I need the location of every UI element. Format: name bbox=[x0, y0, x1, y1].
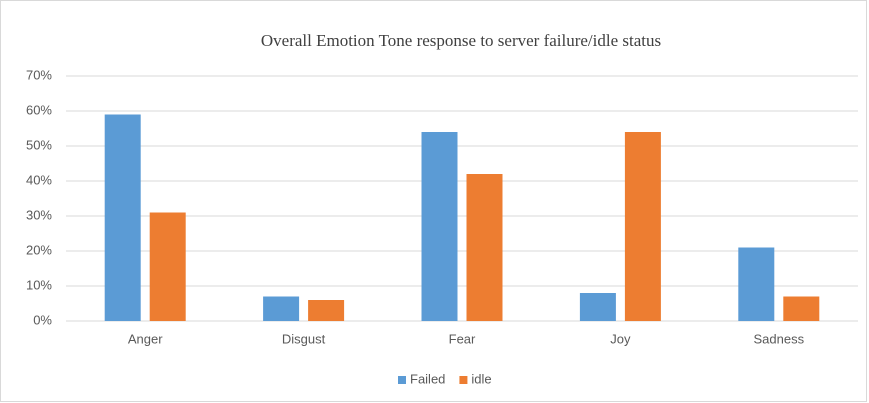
bar bbox=[421, 132, 458, 321]
legend-swatch bbox=[459, 376, 468, 384]
y-tick-label: 70% bbox=[26, 67, 52, 82]
bar bbox=[466, 174, 503, 321]
bar bbox=[624, 132, 661, 321]
x-tick-label: Sadness bbox=[754, 331, 805, 346]
bar bbox=[308, 300, 345, 321]
y-tick-label: 0% bbox=[33, 312, 52, 327]
x-tick-label: Disgust bbox=[282, 331, 326, 346]
y-tick-label: 60% bbox=[26, 102, 52, 117]
bar bbox=[263, 296, 300, 321]
bar bbox=[149, 212, 186, 321]
x-tick-label: Joy bbox=[610, 331, 631, 346]
legend-label: idle bbox=[471, 371, 491, 386]
legend-swatch bbox=[398, 376, 406, 384]
y-tick-label: 20% bbox=[26, 242, 52, 257]
y-tick-label: 30% bbox=[26, 207, 52, 222]
bar bbox=[104, 114, 141, 321]
bar bbox=[783, 296, 820, 321]
bar bbox=[579, 293, 616, 321]
chart-title: Overall Emotion Tone response to server … bbox=[261, 31, 661, 50]
y-tick-label: 10% bbox=[26, 277, 52, 292]
bar bbox=[738, 247, 775, 321]
x-tick-label: Anger bbox=[128, 331, 163, 346]
x-tick-label: Fear bbox=[449, 331, 476, 346]
legend-label: Failed bbox=[410, 371, 445, 386]
y-tick-label: 40% bbox=[26, 172, 52, 187]
y-tick-label: 50% bbox=[26, 137, 52, 152]
